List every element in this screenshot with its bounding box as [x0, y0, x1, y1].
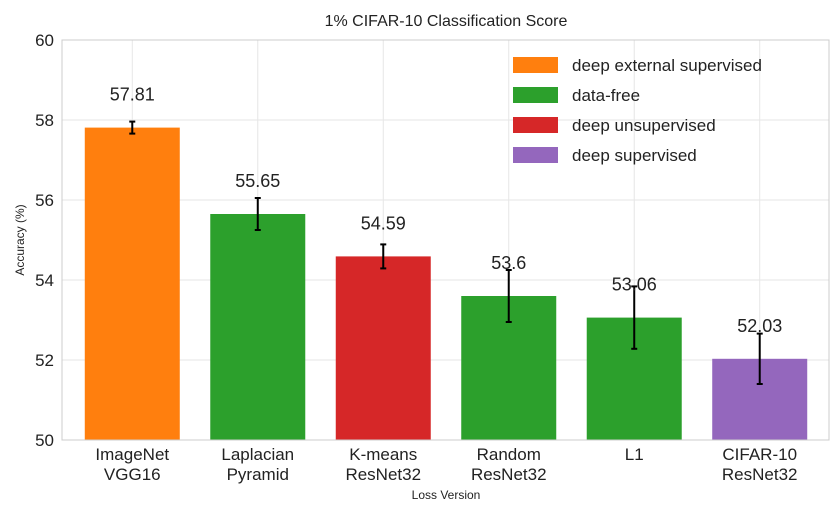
legend-entry: data-free [513, 86, 640, 105]
bar [335, 256, 431, 440]
bar [210, 214, 306, 440]
error-bar [129, 120, 136, 135]
x-tick-label: K-means ResNet32 [345, 445, 421, 484]
legend-label: deep supervised [572, 146, 697, 165]
y-tick-label: 54 [35, 271, 54, 290]
x-tick-label: CIFAR-10 ResNet32 [722, 445, 798, 484]
y-tick-label: 56 [35, 191, 54, 210]
data-label: 53.06 [612, 275, 657, 295]
error-bar [254, 197, 261, 231]
error-bar [380, 243, 387, 270]
legend-label: deep unsupervised [572, 116, 716, 135]
data-label: 54.59 [361, 213, 406, 233]
x-tick-label: Laplacian Pyramid [221, 445, 294, 484]
x-axis-title: Loss Version [412, 488, 481, 502]
data-labels: 57.81 55.65 54.59 53.6 53.06 52.03 [110, 85, 782, 336]
x-tick-labels: ImageNet VGG16 Laplacian Pyramid K-means ResN… [95, 445, 797, 484]
legend-swatch [513, 117, 558, 133]
legend-swatch [513, 57, 558, 73]
data-label: 55.65 [235, 171, 280, 191]
legend: deep external supervised data-free deep un… [513, 56, 762, 165]
y-tick-label: 50 [35, 431, 54, 450]
error-bar [505, 269, 512, 323]
plot-frame [61, 39, 830, 441]
data-label: 52.03 [737, 316, 782, 336]
bar [84, 127, 180, 440]
error-bar [631, 285, 638, 350]
error-bars [129, 120, 763, 385]
y-tick-label: 58 [35, 111, 54, 130]
data-label: 53.6 [491, 253, 526, 273]
legend-swatch [513, 147, 558, 163]
x-tick-label: L1 [625, 445, 644, 464]
error-bar [756, 332, 763, 385]
chart-title: 1% CIFAR-10 Classification Score [325, 13, 568, 30]
x-tick-label: ImageNet VGG16 [95, 445, 169, 484]
bars [84, 127, 808, 440]
legend-entry: deep supervised [513, 146, 697, 165]
legend-entry: deep external supervised [513, 56, 762, 75]
legend-swatch [513, 87, 558, 103]
x-tick-label: Random ResNet32 [471, 445, 547, 484]
data-label: 57.81 [110, 85, 155, 105]
legend-label: deep external supervised [572, 56, 762, 75]
y-axis-title: Accuracy (%) [13, 204, 27, 275]
y-tick-label: 52 [35, 351, 54, 370]
legend-label: data-free [572, 86, 640, 105]
y-tick-label: 60 [35, 31, 54, 50]
legend-entry: deep unsupervised [513, 116, 716, 135]
y-tick-labels: 50 52 54 56 58 60 [35, 31, 54, 450]
